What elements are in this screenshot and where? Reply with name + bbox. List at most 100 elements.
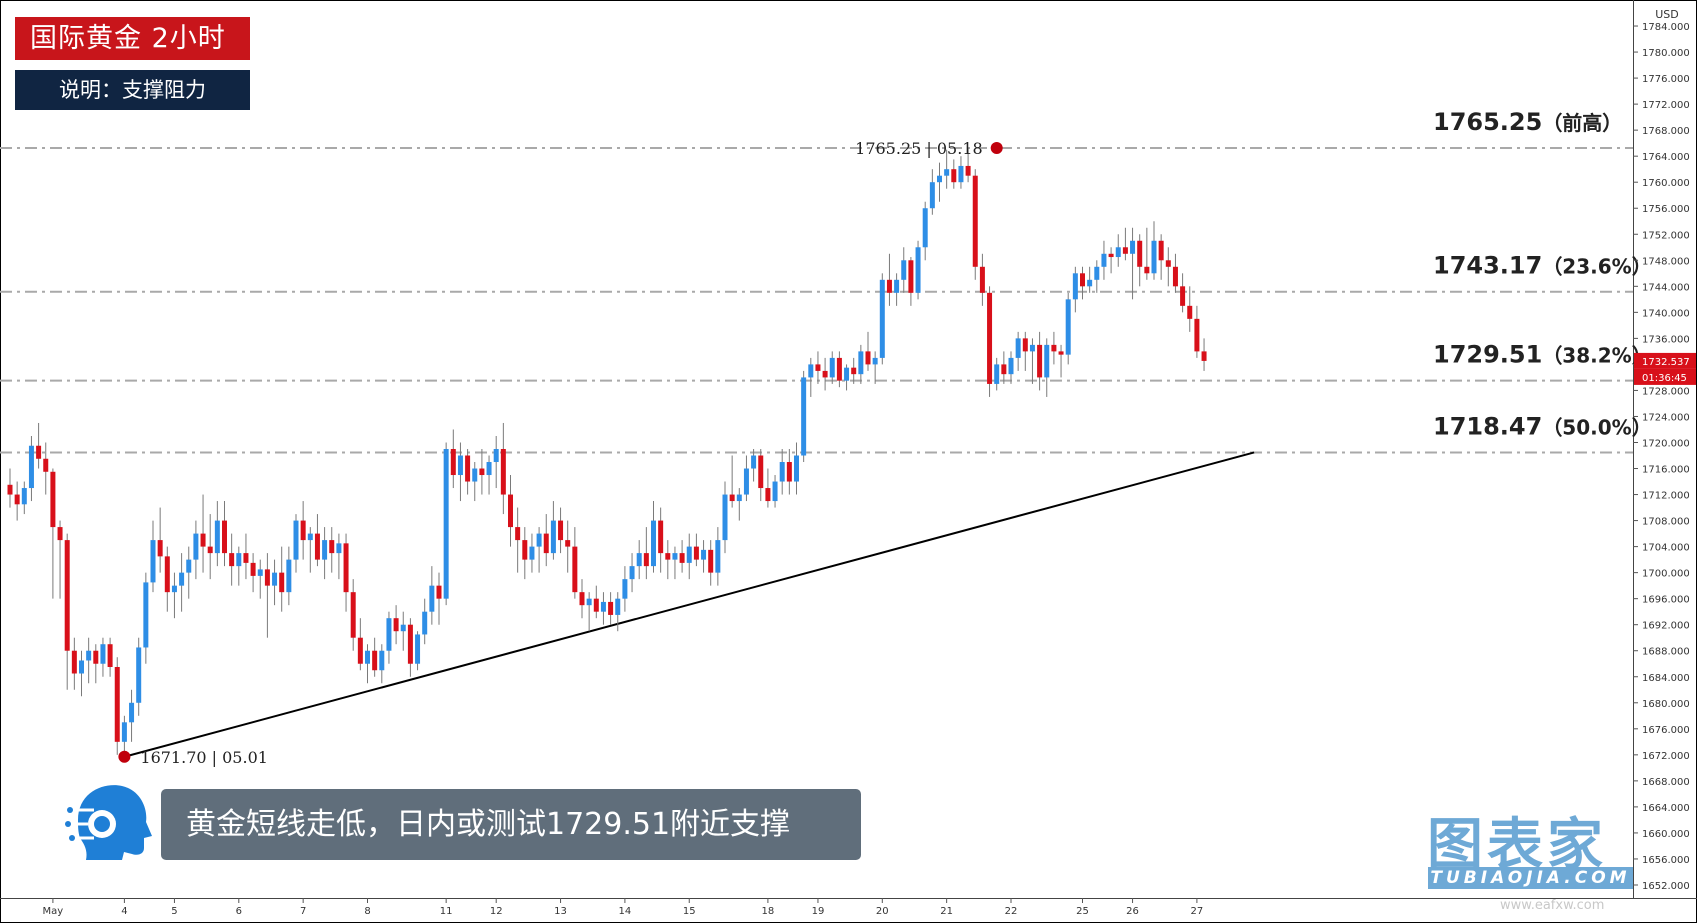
candle-up: [829, 351, 835, 384]
candle-down: [93, 644, 99, 684]
y-tick-label: 1708.000: [1642, 517, 1690, 528]
candle-body: [693, 546, 699, 560]
candle-down: [229, 533, 235, 586]
candle-body: [929, 182, 935, 209]
candle-body: [300, 520, 306, 541]
y-tick-label: 1780.000: [1642, 48, 1690, 59]
candle-up: [443, 442, 449, 606]
candle-down: [279, 546, 285, 612]
swing-price: 1671.70: [140, 748, 206, 767]
candle-down: [765, 468, 771, 508]
candle-down: [314, 514, 320, 567]
candle-body: [1065, 299, 1071, 355]
swing-separator: |: [207, 748, 223, 767]
candle-down: [565, 520, 571, 573]
candle-body: [1201, 351, 1207, 361]
candle-body: [922, 208, 928, 248]
candle-down: [1165, 247, 1171, 287]
candle-down: [908, 257, 914, 306]
candle-body: [1008, 357, 1014, 375]
candle-body: [729, 494, 735, 502]
candle-down: [679, 540, 685, 573]
candle-body: [36, 445, 42, 459]
y-tick-label: 1724.000: [1642, 412, 1690, 423]
candle-body: [1029, 344, 1035, 352]
candle-body: [794, 455, 799, 482]
x-tick-label: 18: [762, 906, 775, 917]
candle-body: [901, 260, 907, 280]
candle-up: [858, 344, 864, 384]
candle-body: [107, 644, 113, 667]
candle-body: [908, 260, 914, 293]
support-trendline: [124, 451, 1255, 758]
candle-up: [1115, 234, 1121, 267]
candle-body: [207, 546, 213, 554]
y-tick-label: 1768.000: [1642, 126, 1690, 137]
candle-up: [1094, 260, 1100, 293]
candle-body: [1137, 240, 1143, 267]
candle-body: [786, 462, 792, 482]
candle-up: [529, 533, 535, 573]
candle-down: [558, 507, 564, 554]
candle-body: [250, 562, 256, 576]
analysis-caption: 黄金短线走低，日内或测试1729.51附近支撑: [161, 789, 861, 860]
candle-up: [272, 559, 278, 606]
candle-body: [572, 546, 578, 593]
candle-body: [1001, 364, 1007, 375]
candle-down: [243, 533, 249, 580]
candle-body: [71, 650, 77, 674]
candle-up: [379, 644, 385, 684]
candle-body: [472, 468, 478, 482]
candle-up: [365, 644, 370, 684]
y-tick-label: 1676.000: [1642, 725, 1690, 736]
candle-body: [1194, 318, 1200, 352]
y-tick-label: 1748.000: [1642, 256, 1690, 267]
level-note: （前高）: [1542, 111, 1622, 135]
y-tick-label: 1712.000: [1642, 491, 1690, 502]
candle-up: [772, 475, 778, 508]
candle-up: [257, 559, 263, 599]
candle-up: [586, 592, 592, 632]
candle-body: [658, 520, 664, 554]
candle-body: [651, 520, 656, 567]
y-tick-label: 1728.000: [1642, 386, 1690, 397]
candle-up: [629, 553, 635, 593]
candle-body: [193, 533, 199, 560]
candle-body: [765, 488, 771, 502]
candle-up: [186, 546, 192, 599]
x-tick-label: 25: [1076, 906, 1089, 917]
candle-up: [937, 162, 942, 202]
candle-up: [129, 689, 135, 742]
candle-body: [257, 569, 263, 576]
candle-down: [522, 527, 528, 580]
candle-body: [1180, 286, 1186, 306]
y-tick-label: 1752.000: [1642, 230, 1690, 241]
robot-head-logo-icon: [65, 785, 152, 860]
candle-down: [164, 546, 170, 612]
candle-up: [929, 169, 935, 215]
candle-up: [922, 201, 928, 261]
candle-up: [100, 637, 106, 677]
candle-body: [801, 377, 807, 456]
candle-body: [14, 494, 20, 505]
candle-body: [1037, 344, 1043, 378]
candle-up: [307, 527, 313, 573]
candle-body: [314, 533, 320, 560]
candle-body: [365, 650, 370, 664]
candle-body: [894, 279, 900, 293]
candle-up: [1008, 351, 1014, 384]
candle-up: [536, 527, 542, 573]
candle-down: [515, 507, 521, 573]
candle-body: [79, 660, 84, 674]
candle-body: [43, 458, 49, 472]
candle-body: [100, 644, 106, 664]
candle-body: [872, 357, 878, 365]
swing-date: 05.01: [222, 748, 268, 767]
candle-body: [937, 175, 942, 183]
candle-body: [515, 527, 521, 541]
candle-body: [944, 169, 950, 176]
candle-body: [722, 494, 728, 541]
candle-body: [415, 634, 421, 664]
candle-down: [329, 527, 335, 573]
candle-down: [851, 357, 857, 384]
